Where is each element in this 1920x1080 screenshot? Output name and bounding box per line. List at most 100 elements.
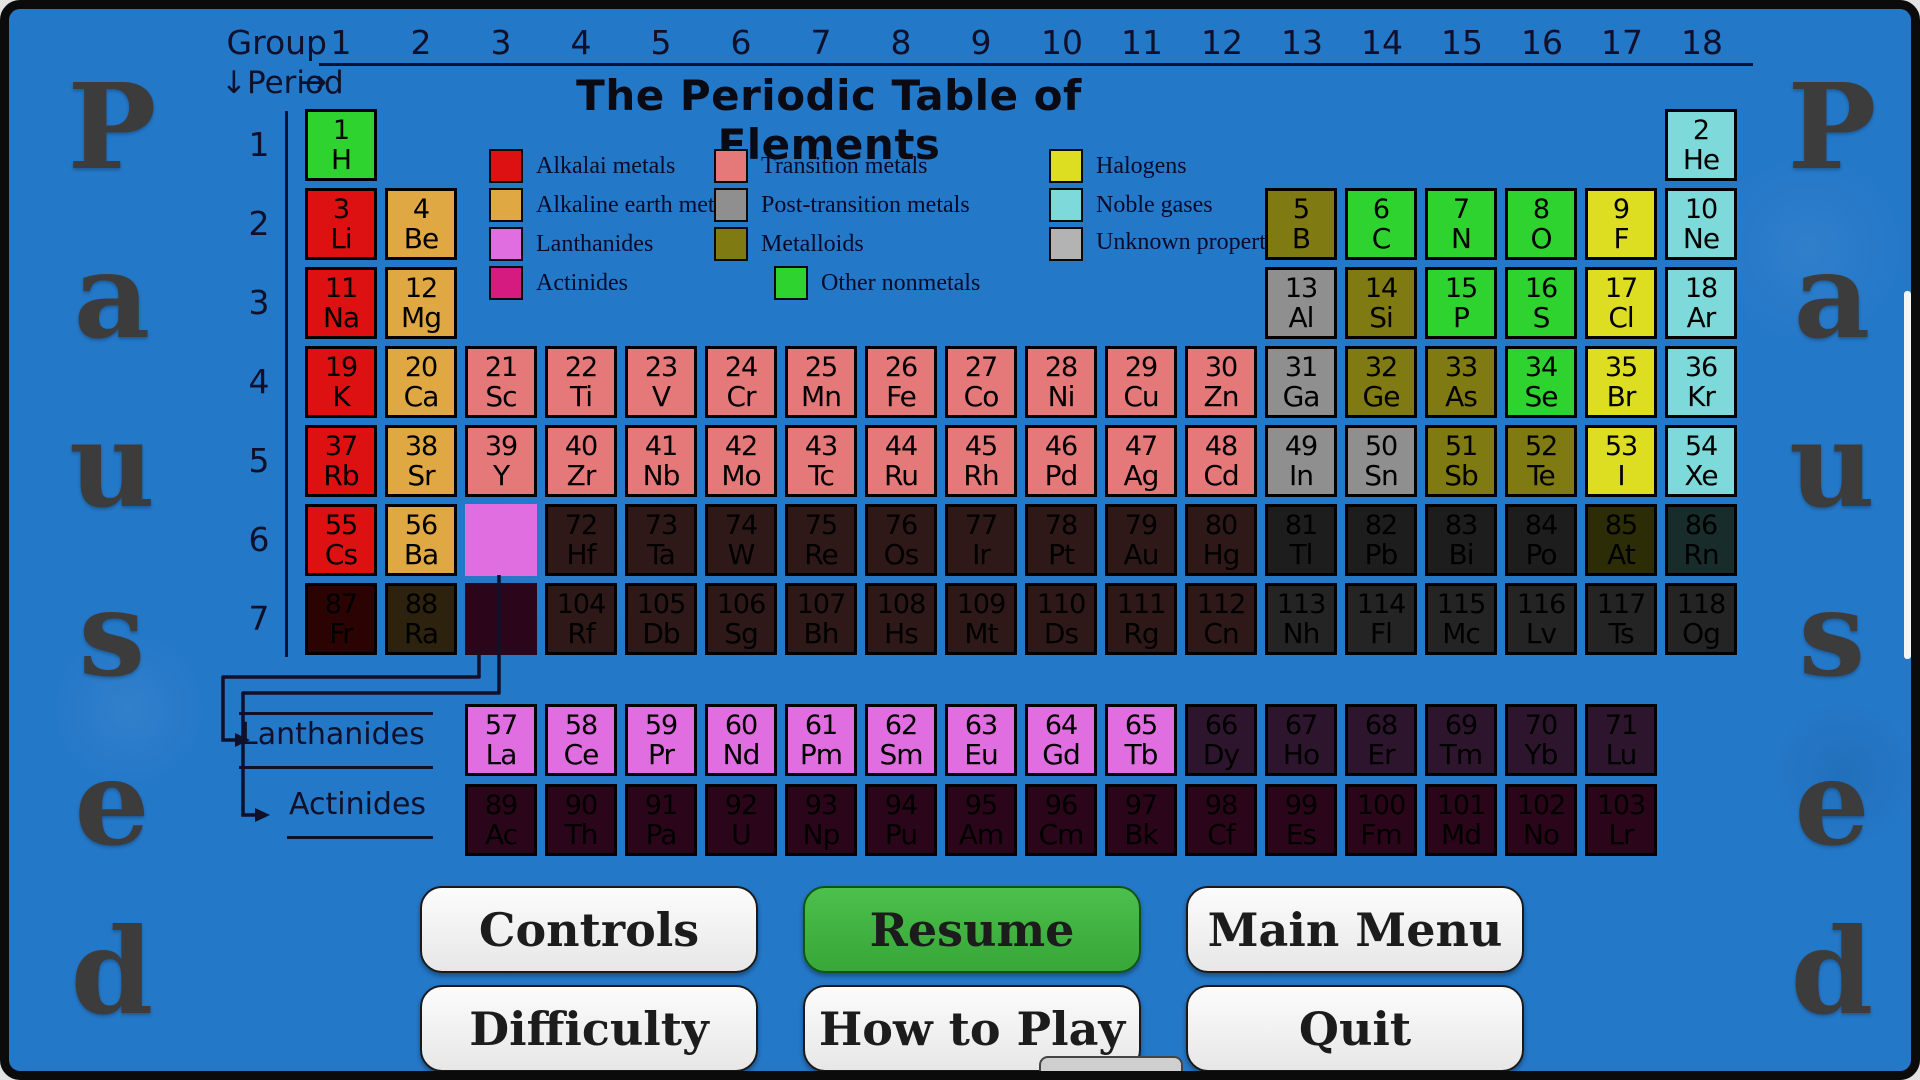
element-cell-Cr: 24 Cr	[705, 346, 777, 418]
period-number: 3	[248, 283, 270, 322]
group-number: 12	[1201, 23, 1243, 62]
element-cell-V: 23 V	[625, 346, 697, 418]
paused-letter: d	[70, 902, 154, 1041]
element-cell-Ce: 58 Ce	[545, 704, 617, 776]
legend-swatch-transition	[714, 149, 748, 183]
legend-item: Actinides	[489, 266, 766, 300]
menu-row-2: Difficulty How to Play Quit	[420, 985, 1524, 1071]
element-cell-Ru: 44 Ru	[865, 425, 937, 497]
legend-label: Unknown properties	[1096, 229, 1293, 255]
paused-letter: u	[69, 395, 155, 534]
element-cell-Ta: 73 Ta	[625, 504, 697, 576]
element-cell-Cd: 48 Cd	[1185, 425, 1257, 497]
element-cell-Tl: 81 Tl	[1265, 504, 1337, 576]
paused-letter: a	[1793, 226, 1871, 365]
element-cell-S: 16 S	[1505, 267, 1577, 339]
period-axis-label: ↓Period	[221, 65, 344, 101]
element-cell-Ne: 10 Ne	[1665, 188, 1737, 260]
legend-label: Metalloids	[761, 230, 864, 257]
element-cell-Og: 118 Og	[1665, 583, 1737, 655]
element-cell-Zn: 30 Zn	[1185, 346, 1257, 418]
element-slot-lanthanide	[465, 504, 537, 576]
element-cell-Ge: 32 Ge	[1345, 346, 1417, 418]
element-cell-Mn: 25 Mn	[785, 346, 857, 418]
legend-item: Halogens	[1049, 149, 1326, 183]
page-title: The Periodic Table of Elements	[576, 71, 1082, 169]
element-cell-Db: 105 Db	[625, 583, 697, 655]
element-cell-Lu: 71 Lu	[1585, 704, 1657, 776]
legend-swatch-halogen	[1049, 149, 1083, 183]
element-cell-Au: 79 Au	[1105, 504, 1177, 576]
paused-letter: s	[1798, 564, 1866, 703]
element-cell-Sg: 106 Sg	[705, 583, 777, 655]
element-slot-actinide	[465, 583, 537, 655]
period-axis-line	[285, 111, 288, 657]
element-cell-Bk: 97 Bk	[1105, 784, 1177, 856]
element-cell-In: 49 In	[1265, 425, 1337, 497]
element-cell-Cs: 55 Cs	[305, 504, 377, 576]
group-axis-label: Group →	[226, 23, 327, 101]
element-cell-Pb: 82 Pb	[1345, 504, 1417, 576]
resume-button[interactable]: Resume	[803, 886, 1141, 973]
paused-letter: P	[1787, 57, 1877, 196]
element-cell-Mg: 12 Mg	[385, 267, 457, 339]
legend-item: Alkalai metals	[489, 149, 766, 183]
element-cell-Al: 13 Al	[1265, 267, 1337, 339]
element-cell-Pd: 46 Pd	[1025, 425, 1097, 497]
legend-swatch-noble	[1049, 188, 1083, 222]
paused-letter: e	[74, 733, 150, 872]
group-number: 5	[650, 23, 672, 62]
element-cell-Ra: 88 Ra	[385, 583, 457, 655]
element-cell-Kr: 36 Kr	[1665, 346, 1737, 418]
element-cell-Lv: 116 Lv	[1505, 583, 1577, 655]
element-cell-He: 2 He	[1665, 109, 1737, 181]
group-number: 10	[1041, 23, 1083, 62]
period-number: 6	[248, 520, 270, 559]
legend-column-3: Halogens Noble gases Unknown properties	[1049, 149, 1326, 266]
element-cell-Dy: 66 Dy	[1185, 704, 1257, 776]
legend-item: Transition metals	[714, 149, 1051, 183]
paused-letter: e	[1794, 733, 1870, 872]
lanthanide-row: 57 La 58 Ce 59 Pr 60 Nd 61 Pm 62 Sm 63 Eu 64 Gd 65 Tb 66 Dy…	[465, 704, 1657, 776]
element-cell-Ds: 110 Ds	[1025, 583, 1097, 655]
group-number: 17	[1601, 23, 1643, 62]
group-number: 7	[810, 23, 832, 62]
element-cell-Pu: 94 Pu	[865, 784, 937, 856]
element-cell-Sn: 50 Sn	[1345, 425, 1417, 497]
main-menu-button[interactable]: Main Menu	[1186, 886, 1524, 973]
element-cell-Rg: 111 Rg	[1105, 583, 1177, 655]
element-cell-Ga: 31 Ga	[1265, 346, 1337, 418]
element-cell-Fl: 114 Fl	[1345, 583, 1417, 655]
legend-label: Lanthanides	[536, 230, 654, 257]
paused-letter: s	[78, 564, 146, 703]
element-cell-Y: 39 Y	[465, 425, 537, 497]
controls-button[interactable]: Controls	[420, 886, 758, 973]
actinides-label: Actinides	[289, 787, 427, 822]
quit-button[interactable]: Quit	[1186, 985, 1524, 1071]
legend-swatch-lanthanide	[489, 227, 523, 261]
legend-swatch-post	[714, 188, 748, 222]
group-number: 15	[1441, 23, 1483, 62]
element-cell-Am: 95 Am	[945, 784, 1017, 856]
group-number: 4	[570, 23, 592, 62]
element-cell-Hs: 108 Hs	[865, 583, 937, 655]
group-number: 9	[970, 23, 992, 62]
group-axis-line	[319, 63, 1753, 66]
element-cell-Er: 68 Er	[1345, 704, 1417, 776]
element-cell-Np: 93 Np	[785, 784, 857, 856]
difficulty-button[interactable]: Difficulty	[420, 985, 758, 1071]
element-cell-Cm: 96 Cm	[1025, 784, 1097, 856]
element-cell-La: 57 La	[465, 704, 537, 776]
periodic-table-grid: 1 H 2 He 3 Li 4 Be 5 B 6 C 7 N 8 O 9 F 10 Ne 11 Na 12 Mg 13 Al 14 S…	[305, 109, 1737, 655]
screen-edge-artifact	[1904, 291, 1911, 659]
element-cell-Po: 84 Po	[1505, 504, 1577, 576]
element-cell-Md: 101 Md	[1425, 784, 1497, 856]
bottom-hidden-element	[1039, 1056, 1183, 1071]
element-cell-Rn: 86 Rn	[1665, 504, 1737, 576]
element-cell-Ho: 67 Ho	[1265, 704, 1337, 776]
element-cell-K: 19 K	[305, 346, 377, 418]
paused-letter: P	[67, 57, 157, 196]
element-cell-Na: 11 Na	[305, 267, 377, 339]
group-number: 16	[1521, 23, 1563, 62]
